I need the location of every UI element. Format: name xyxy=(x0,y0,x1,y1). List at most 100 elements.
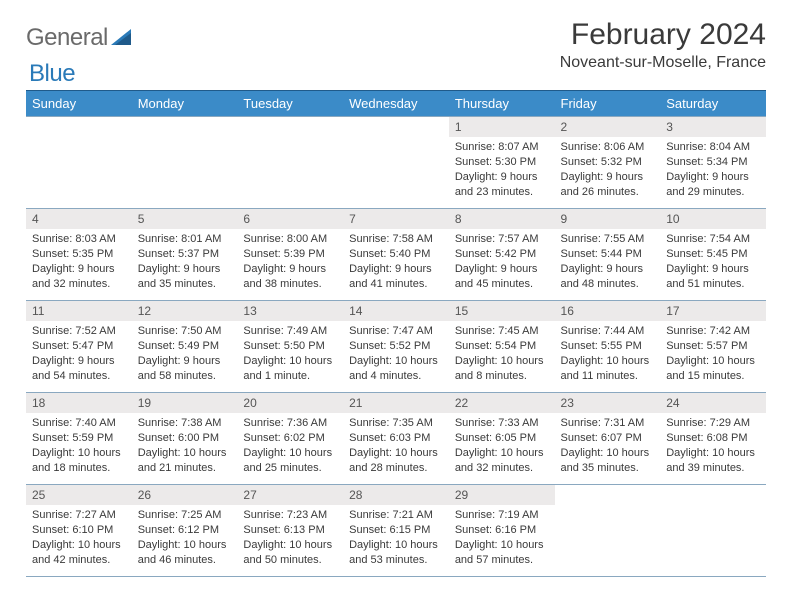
sunset-line: Sunset: 6:02 PM xyxy=(243,431,337,446)
daylight-line: Daylight: 10 hours and 42 minutes. xyxy=(32,538,126,568)
day-number: 11 xyxy=(26,301,132,321)
sunset-line: Sunset: 5:32 PM xyxy=(561,155,655,170)
day-number: 14 xyxy=(343,301,449,321)
daylight-line: Daylight: 9 hours and 54 minutes. xyxy=(32,354,126,384)
daylight-line: Daylight: 10 hours and 18 minutes. xyxy=(32,446,126,476)
calendar-cell: 6Sunrise: 8:00 AMSunset: 5:39 PMDaylight… xyxy=(237,209,343,301)
calendar-cell: 10Sunrise: 7:54 AMSunset: 5:45 PMDayligh… xyxy=(660,209,766,301)
daylight-line: Daylight: 9 hours and 26 minutes. xyxy=(561,170,655,200)
sunrise-line: Sunrise: 8:03 AM xyxy=(32,232,126,247)
day-body: Sunrise: 8:07 AMSunset: 5:30 PMDaylight:… xyxy=(449,137,555,203)
day-number: 19 xyxy=(132,393,238,413)
sunrise-line: Sunrise: 8:06 AM xyxy=(561,140,655,155)
sunrise-line: Sunrise: 7:36 AM xyxy=(243,416,337,431)
daylight-line: Daylight: 10 hours and 11 minutes. xyxy=(561,354,655,384)
day-number: 3 xyxy=(660,117,766,137)
daylight-line: Daylight: 10 hours and 28 minutes. xyxy=(349,446,443,476)
day-body: Sunrise: 7:40 AMSunset: 5:59 PMDaylight:… xyxy=(26,413,132,479)
day-number: 29 xyxy=(449,485,555,505)
sunset-line: Sunset: 6:15 PM xyxy=(349,523,443,538)
weekday-header: Monday xyxy=(132,91,238,117)
calendar-cell: 27Sunrise: 7:23 AMSunset: 6:13 PMDayligh… xyxy=(237,485,343,577)
daylight-line: Daylight: 10 hours and 8 minutes. xyxy=(455,354,549,384)
calendar-cell xyxy=(343,117,449,209)
calendar-cell: 2Sunrise: 8:06 AMSunset: 5:32 PMDaylight… xyxy=(555,117,661,209)
day-number xyxy=(660,485,766,505)
sunrise-line: Sunrise: 7:35 AM xyxy=(349,416,443,431)
sunset-line: Sunset: 5:54 PM xyxy=(455,339,549,354)
daylight-line: Daylight: 10 hours and 4 minutes. xyxy=(349,354,443,384)
page-title: February 2024 xyxy=(560,18,766,52)
sunrise-line: Sunrise: 7:52 AM xyxy=(32,324,126,339)
day-body: Sunrise: 7:52 AMSunset: 5:47 PMDaylight:… xyxy=(26,321,132,387)
sunset-line: Sunset: 5:57 PM xyxy=(666,339,760,354)
logo-word-1: General xyxy=(26,24,108,52)
sunset-line: Sunset: 5:50 PM xyxy=(243,339,337,354)
sunrise-line: Sunrise: 7:47 AM xyxy=(349,324,443,339)
sunrise-line: Sunrise: 7:49 AM xyxy=(243,324,337,339)
daylight-line: Daylight: 10 hours and 15 minutes. xyxy=(666,354,760,384)
day-number: 1 xyxy=(449,117,555,137)
calendar-cell: 12Sunrise: 7:50 AMSunset: 5:49 PMDayligh… xyxy=(132,301,238,393)
day-body: Sunrise: 7:31 AMSunset: 6:07 PMDaylight:… xyxy=(555,413,661,479)
day-number: 15 xyxy=(449,301,555,321)
sunrise-line: Sunrise: 8:00 AM xyxy=(243,232,337,247)
sunrise-line: Sunrise: 7:57 AM xyxy=(455,232,549,247)
sunset-line: Sunset: 5:55 PM xyxy=(561,339,655,354)
day-number: 13 xyxy=(237,301,343,321)
sunset-line: Sunset: 5:59 PM xyxy=(32,431,126,446)
sunrise-line: Sunrise: 7:50 AM xyxy=(138,324,232,339)
weekday-header: Thursday xyxy=(449,91,555,117)
sunrise-line: Sunrise: 7:33 AM xyxy=(455,416,549,431)
daylight-line: Daylight: 10 hours and 53 minutes. xyxy=(349,538,443,568)
daylight-line: Daylight: 9 hours and 48 minutes. xyxy=(561,262,655,292)
calendar-cell: 19Sunrise: 7:38 AMSunset: 6:00 PMDayligh… xyxy=(132,393,238,485)
calendar-cell xyxy=(132,117,238,209)
day-number: 25 xyxy=(26,485,132,505)
sunrise-line: Sunrise: 7:40 AM xyxy=(32,416,126,431)
calendar-cell xyxy=(237,117,343,209)
sunrise-line: Sunrise: 7:27 AM xyxy=(32,508,126,523)
day-number xyxy=(132,117,238,137)
day-body: Sunrise: 7:36 AMSunset: 6:02 PMDaylight:… xyxy=(237,413,343,479)
sunset-line: Sunset: 5:47 PM xyxy=(32,339,126,354)
sunrise-line: Sunrise: 7:54 AM xyxy=(666,232,760,247)
sunset-line: Sunset: 6:16 PM xyxy=(455,523,549,538)
daylight-line: Daylight: 9 hours and 38 minutes. xyxy=(243,262,337,292)
calendar-cell: 21Sunrise: 7:35 AMSunset: 6:03 PMDayligh… xyxy=(343,393,449,485)
day-number: 8 xyxy=(449,209,555,229)
sunrise-line: Sunrise: 7:21 AM xyxy=(349,508,443,523)
day-number xyxy=(555,485,661,505)
calendar-cell: 29Sunrise: 7:19 AMSunset: 6:16 PMDayligh… xyxy=(449,485,555,577)
calendar-cell: 15Sunrise: 7:45 AMSunset: 5:54 PMDayligh… xyxy=(449,301,555,393)
calendar-cell: 7Sunrise: 7:58 AMSunset: 5:40 PMDaylight… xyxy=(343,209,449,301)
sunrise-line: Sunrise: 8:04 AM xyxy=(666,140,760,155)
daylight-line: Daylight: 9 hours and 41 minutes. xyxy=(349,262,443,292)
day-number: 12 xyxy=(132,301,238,321)
day-body: Sunrise: 7:55 AMSunset: 5:44 PMDaylight:… xyxy=(555,229,661,295)
day-body: Sunrise: 7:57 AMSunset: 5:42 PMDaylight:… xyxy=(449,229,555,295)
calendar-cell: 24Sunrise: 7:29 AMSunset: 6:08 PMDayligh… xyxy=(660,393,766,485)
calendar-cell: 8Sunrise: 7:57 AMSunset: 5:42 PMDaylight… xyxy=(449,209,555,301)
sunset-line: Sunset: 5:34 PM xyxy=(666,155,760,170)
sunset-line: Sunset: 5:39 PM xyxy=(243,247,337,262)
sunset-line: Sunset: 6:03 PM xyxy=(349,431,443,446)
weekday-header: Wednesday xyxy=(343,91,449,117)
day-body: Sunrise: 7:38 AMSunset: 6:00 PMDaylight:… xyxy=(132,413,238,479)
weekday-header-row: Sunday Monday Tuesday Wednesday Thursday… xyxy=(26,91,766,117)
calendar-cell: 22Sunrise: 7:33 AMSunset: 6:05 PMDayligh… xyxy=(449,393,555,485)
sunset-line: Sunset: 5:49 PM xyxy=(138,339,232,354)
daylight-line: Daylight: 10 hours and 21 minutes. xyxy=(138,446,232,476)
day-number: 27 xyxy=(237,485,343,505)
calendar-row: 18Sunrise: 7:40 AMSunset: 5:59 PMDayligh… xyxy=(26,393,766,485)
day-body: Sunrise: 7:33 AMSunset: 6:05 PMDaylight:… xyxy=(449,413,555,479)
weekday-header: Tuesday xyxy=(237,91,343,117)
sunset-line: Sunset: 5:35 PM xyxy=(32,247,126,262)
day-number: 4 xyxy=(26,209,132,229)
calendar-row: 1Sunrise: 8:07 AMSunset: 5:30 PMDaylight… xyxy=(26,117,766,209)
calendar-cell: 3Sunrise: 8:04 AMSunset: 5:34 PMDaylight… xyxy=(660,117,766,209)
daylight-line: Daylight: 9 hours and 45 minutes. xyxy=(455,262,549,292)
logo-word-2: Blue xyxy=(29,60,75,87)
day-body: Sunrise: 7:45 AMSunset: 5:54 PMDaylight:… xyxy=(449,321,555,387)
calendar-cell: 28Sunrise: 7:21 AMSunset: 6:15 PMDayligh… xyxy=(343,485,449,577)
